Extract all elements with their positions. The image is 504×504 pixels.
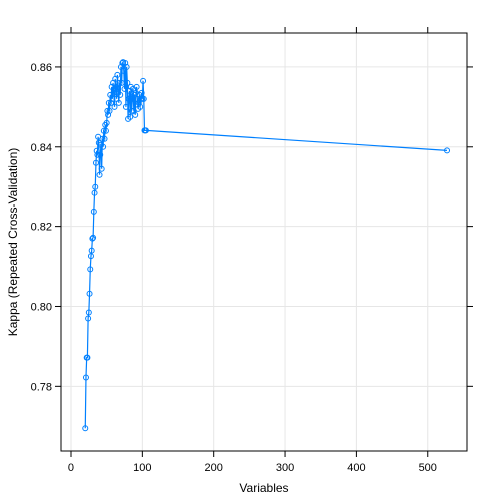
data-point xyxy=(90,208,97,215)
data-point xyxy=(98,165,105,172)
data-point xyxy=(92,183,99,190)
data-point xyxy=(115,99,122,106)
data-point xyxy=(114,71,121,78)
data-point xyxy=(110,89,117,96)
data-point xyxy=(105,111,112,118)
data-point xyxy=(140,77,147,84)
data-point xyxy=(133,83,140,90)
data-point xyxy=(86,290,93,297)
x-tick-label: 100 xyxy=(133,462,151,474)
data-point xyxy=(82,425,89,432)
data-point xyxy=(127,113,134,120)
data-point xyxy=(94,151,101,158)
data-point xyxy=(117,63,124,70)
y-tick-label: 0.84 xyxy=(31,142,52,154)
data-point xyxy=(96,171,103,178)
data-point xyxy=(137,103,144,110)
data-point xyxy=(102,127,109,134)
data-point xyxy=(119,59,126,66)
data-point xyxy=(122,59,129,66)
data-point xyxy=(118,79,125,86)
data-point xyxy=(444,147,451,154)
x-axis-label: Variables xyxy=(239,481,288,495)
data-point xyxy=(108,83,115,90)
data-point xyxy=(123,63,130,70)
data-point xyxy=(85,315,92,322)
axis-ticks: 0 100 200 300 400 500 0.78 0.80 0.82 0.84 0.86 xyxy=(31,27,473,474)
data-point xyxy=(93,147,100,154)
data-point xyxy=(103,119,110,126)
data-point xyxy=(87,266,94,273)
data-point xyxy=(91,189,98,196)
data-point xyxy=(84,354,91,361)
data-point xyxy=(107,99,114,106)
data-point xyxy=(140,95,147,102)
series-line xyxy=(84,60,448,429)
data-point xyxy=(97,151,104,158)
data-point xyxy=(106,107,113,114)
data-point xyxy=(132,111,139,118)
data-point xyxy=(89,235,96,242)
x-tick-label: 500 xyxy=(419,462,437,474)
data-point xyxy=(90,234,97,241)
data-point xyxy=(101,135,108,142)
y-tick-label: 0.86 xyxy=(31,62,52,74)
data-point xyxy=(115,85,122,92)
data-point xyxy=(117,91,124,98)
data-point xyxy=(100,143,107,150)
y-tick-label: 0.78 xyxy=(31,381,52,393)
data-point xyxy=(109,95,116,102)
data-point xyxy=(104,107,111,114)
data-point xyxy=(99,135,106,142)
grid xyxy=(61,33,467,451)
data-point xyxy=(124,79,131,86)
data-point xyxy=(138,89,145,96)
data-point xyxy=(128,107,135,114)
y-tick-label: 0.82 xyxy=(31,222,52,234)
data-point xyxy=(85,309,92,316)
x-tick-label: 300 xyxy=(276,462,294,474)
y-tick-label: 0.80 xyxy=(31,301,52,313)
data-point xyxy=(111,103,118,110)
data-point xyxy=(122,103,129,110)
data-point xyxy=(116,79,123,86)
data-point xyxy=(121,85,128,92)
data-point xyxy=(125,95,132,102)
data-point xyxy=(92,159,99,166)
data-point xyxy=(142,127,149,134)
x-tick-label: 400 xyxy=(347,462,365,474)
data-point xyxy=(87,253,94,260)
data-point xyxy=(82,374,89,381)
y-axis-label: Kappa (Repeated Cross-Validation) xyxy=(6,148,20,337)
x-tick-label: 0 xyxy=(68,462,74,474)
data-point xyxy=(88,247,95,254)
data-point xyxy=(100,127,107,134)
data-point xyxy=(105,99,112,106)
data-point xyxy=(120,67,127,74)
x-tick-label: 200 xyxy=(205,462,223,474)
series-layer xyxy=(82,59,451,432)
plot-frame xyxy=(60,32,468,452)
